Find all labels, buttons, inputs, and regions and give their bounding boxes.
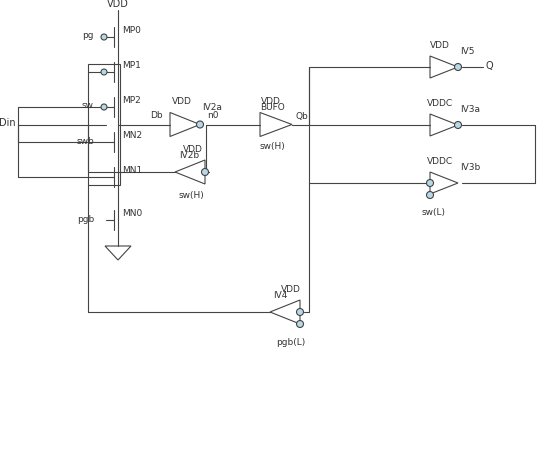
Text: pg: pg xyxy=(83,31,94,40)
Text: VDDC: VDDC xyxy=(427,99,453,108)
Text: sw: sw xyxy=(82,102,94,111)
Text: VDD: VDD xyxy=(172,97,192,106)
Text: MN1: MN1 xyxy=(122,166,142,175)
Text: pgb(L): pgb(L) xyxy=(276,338,306,347)
Text: IV3a: IV3a xyxy=(460,105,480,114)
Text: VDD: VDD xyxy=(281,285,301,294)
Text: MP1: MP1 xyxy=(122,61,141,70)
Text: sw(H): sw(H) xyxy=(179,191,205,200)
Text: Q: Q xyxy=(485,61,493,71)
Text: IV2a: IV2a xyxy=(202,104,222,113)
Circle shape xyxy=(296,321,304,327)
Circle shape xyxy=(426,191,434,199)
Text: VDD: VDD xyxy=(430,41,450,50)
Circle shape xyxy=(101,69,107,75)
Text: VDD: VDD xyxy=(107,0,129,9)
Text: VDDC: VDDC xyxy=(427,157,453,166)
Text: IV2b: IV2b xyxy=(179,151,199,160)
Circle shape xyxy=(101,34,107,40)
Text: swb: swb xyxy=(76,136,94,145)
Text: pgb: pgb xyxy=(77,215,94,224)
Text: MP0: MP0 xyxy=(122,26,141,35)
Circle shape xyxy=(296,308,304,315)
Text: n0: n0 xyxy=(208,112,219,121)
Text: MN2: MN2 xyxy=(122,131,142,140)
Text: Qb: Qb xyxy=(296,112,309,121)
Text: IV5: IV5 xyxy=(460,47,474,56)
Text: VDD: VDD xyxy=(261,97,281,106)
Circle shape xyxy=(455,64,461,70)
Text: IV4: IV4 xyxy=(273,291,288,300)
Text: IV3b: IV3b xyxy=(460,163,480,172)
Circle shape xyxy=(101,104,107,110)
Circle shape xyxy=(201,169,209,175)
Text: MP2: MP2 xyxy=(122,96,141,105)
Text: BUFO: BUFO xyxy=(261,104,285,113)
Circle shape xyxy=(455,122,461,129)
Bar xyxy=(88,64,120,185)
Text: Db: Db xyxy=(150,112,162,121)
Text: sw(L): sw(L) xyxy=(422,208,446,217)
Circle shape xyxy=(426,180,434,187)
Text: Din: Din xyxy=(0,118,16,129)
Text: VDD: VDD xyxy=(183,145,203,154)
Circle shape xyxy=(196,121,204,128)
Text: sw(H): sw(H) xyxy=(260,142,286,151)
Text: MN0: MN0 xyxy=(122,209,142,218)
